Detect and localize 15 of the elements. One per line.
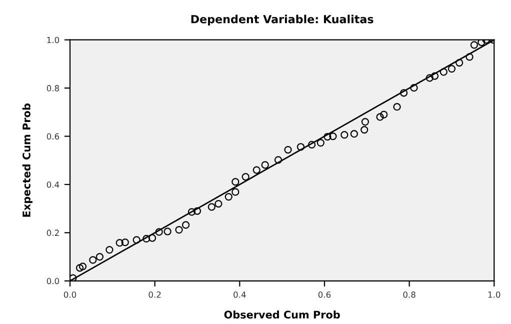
y-tick-label: 0.6 <box>46 133 60 140</box>
x-tick-label: 0.6 <box>318 291 331 298</box>
x-tick-label: 0.4 <box>234 291 246 298</box>
y-tick-label: 0.2 <box>46 230 59 236</box>
y-axis-title: Expected Cum Prob <box>22 104 32 217</box>
chart-title: Dependent Variable: Kualitas <box>191 14 374 26</box>
y-tick-label: 0.0 <box>46 278 60 284</box>
x-tick-label: 0.2 <box>148 291 161 298</box>
x-axis-title: Observed Cum Prob <box>224 310 340 319</box>
y-tick-label: 0.8 <box>46 85 60 92</box>
y-tick-label: 0.4 <box>46 181 60 188</box>
x-tick-label: 0.0 <box>64 291 76 298</box>
x-tick-label: 1.0 <box>488 291 500 298</box>
x-tick-label: 0.8 <box>403 291 416 298</box>
y-tick-label: 1.0 <box>47 36 60 44</box>
